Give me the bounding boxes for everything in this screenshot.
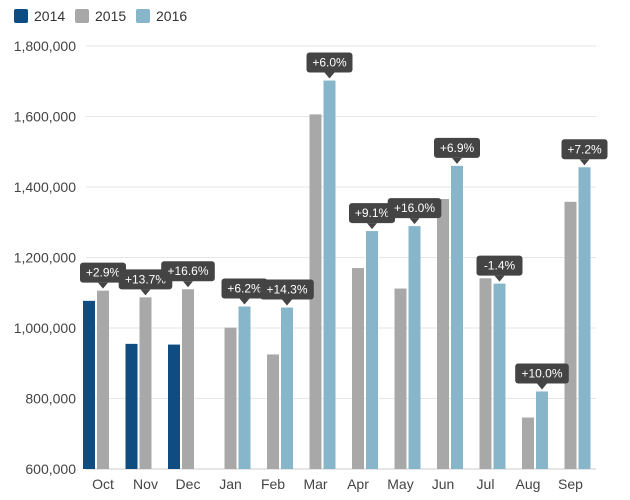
annotation-label: +6.0% [312, 56, 347, 70]
legend-swatch-2015 [75, 9, 89, 23]
annotation-label: +9.1% [355, 206, 390, 220]
x-tick-label: Mar [303, 476, 327, 492]
bar-2015 [395, 289, 407, 469]
annotation-pointer [282, 300, 292, 306]
legend-label: 2015 [95, 8, 126, 24]
legend-swatch-2014 [14, 9, 28, 23]
bar-2015 [522, 418, 534, 469]
bar-2015 [352, 268, 364, 469]
y-tick-label: 1,200,000 [14, 250, 76, 266]
bar-2016 [451, 166, 463, 469]
annotation-label: +6.2% [227, 281, 262, 295]
annotation-label: +16.0% [394, 201, 435, 215]
x-tick-label: Jan [219, 476, 242, 492]
legend-swatch-2016 [136, 9, 150, 23]
annotation-label: +6.9% [440, 141, 475, 155]
y-tick-label: 1,600,000 [14, 109, 76, 125]
annotation-pointer [537, 383, 547, 389]
bar-2014 [168, 345, 180, 469]
annotation-pointer [141, 289, 151, 295]
x-tick-label: Aug [516, 476, 541, 492]
x-tick-label: Feb [261, 476, 285, 492]
annotation-pointer [98, 283, 108, 289]
change-annotation: +6.9% [434, 138, 480, 164]
bar-2016 [366, 231, 378, 469]
annotation-label: +10.0% [521, 366, 562, 380]
annotation-pointer [495, 276, 505, 282]
x-tick-label: Dec [176, 476, 201, 492]
bar-2015 [182, 289, 194, 469]
change-annotation: +6.0% [307, 53, 353, 79]
bar-2015 [565, 202, 577, 469]
annotation-label: +13.7% [125, 272, 166, 286]
x-tick-label: Apr [347, 476, 369, 492]
change-annotation: +14.3% [260, 280, 314, 306]
y-tick-label: 1,800,000 [14, 38, 76, 54]
bar-2014 [126, 344, 138, 469]
annotation-pointer [452, 158, 462, 164]
annotation-label: +16.6% [167, 264, 208, 278]
annotation-pointer [580, 159, 590, 165]
x-tick-label: Oct [92, 476, 114, 492]
change-annotation: +7.2% [562, 139, 608, 165]
bar-2016 [281, 308, 293, 469]
legend-label: 2014 [34, 8, 65, 24]
annotation-label: +14.3% [266, 283, 307, 297]
annotation-label: +2.9% [86, 266, 121, 280]
bar-2016 [536, 391, 548, 469]
bar-2016 [579, 167, 591, 469]
y-tick-label: 1,400,000 [14, 179, 76, 195]
change-annotation: +16.0% [388, 198, 442, 224]
y-tick-label: 1,000,000 [14, 320, 76, 336]
annotation-label: -1.4% [484, 259, 516, 273]
annotation-pointer [183, 281, 193, 287]
annotation-pointer [240, 298, 250, 304]
change-annotation: -1.4% [477, 256, 523, 282]
change-annotation: +10.0% [515, 363, 569, 389]
annotation-label: +7.2% [567, 142, 602, 156]
y-tick-label: 600,000 [25, 461, 76, 477]
bar-2015 [480, 278, 492, 469]
annotation-pointer [367, 223, 377, 229]
bar-2016 [494, 284, 506, 469]
legend: 2014 2015 2016 [14, 8, 187, 24]
x-tick-label: Nov [133, 476, 158, 492]
bar-2016 [239, 306, 251, 469]
x-tick-label: Sep [558, 476, 583, 492]
bar-2015 [437, 199, 449, 469]
x-tick-label: Jun [432, 476, 455, 492]
bar-2016 [409, 226, 421, 469]
bar-2016 [324, 81, 336, 469]
bar-2015 [97, 291, 109, 469]
bar-2015 [225, 328, 237, 469]
bar-2014 [83, 301, 95, 469]
legend-label: 2016 [156, 8, 187, 24]
y-tick-label: 800,000 [25, 391, 76, 407]
bar-2015 [140, 297, 152, 469]
annotation-pointer [325, 73, 335, 79]
annotation-pointer [410, 218, 420, 224]
x-tick-label: May [387, 476, 413, 492]
bar-2015 [267, 354, 279, 469]
x-tick-label: Jul [477, 476, 495, 492]
